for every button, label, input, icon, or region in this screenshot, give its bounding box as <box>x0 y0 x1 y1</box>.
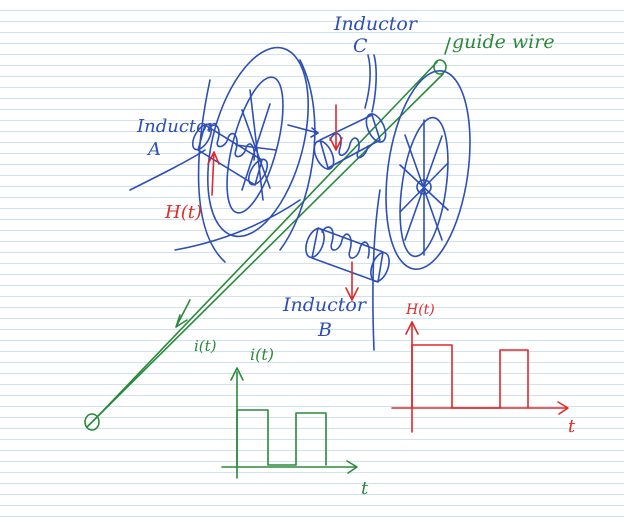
field-graph-ylabel: H(t) <box>405 302 435 318</box>
guide-wire-label: guide wire <box>452 31 555 53</box>
guide-wire <box>84 37 451 431</box>
inductor-a-coil <box>129 123 269 191</box>
current-graph: i(t) t <box>221 345 369 499</box>
axle-frame <box>174 54 371 251</box>
field-arrow-a <box>207 151 220 196</box>
field-graph: H(t) t <box>391 302 576 437</box>
field-arrow-b <box>345 261 359 301</box>
field-pulse-train <box>411 344 529 409</box>
inductor-b-coil <box>305 226 390 283</box>
left-wheel <box>197 46 316 263</box>
inductor-b-label-line1: Inductor <box>282 294 368 316</box>
inductor-a-label-line2: A <box>146 139 161 160</box>
field-h-label: H(t) <box>164 202 202 223</box>
right-wheel <box>372 70 471 351</box>
field-arrow-c <box>329 104 343 151</box>
inductor-b-label-line2: B <box>317 319 332 341</box>
current-pulse-train <box>236 409 327 466</box>
field-graph-xlabel: t <box>568 416 576 437</box>
inductor-c-label-line2: C <box>353 35 368 57</box>
current-graph-xlabel: t <box>361 478 369 499</box>
inductor-c-coil <box>313 54 387 170</box>
current-graph-ylabel: i(t) <box>250 345 274 364</box>
inductor-c-label-line1: Inductor <box>333 13 419 35</box>
current-i-label: i(t) <box>194 337 217 355</box>
inductor-a-label-line1: Inductor <box>136 116 217 137</box>
